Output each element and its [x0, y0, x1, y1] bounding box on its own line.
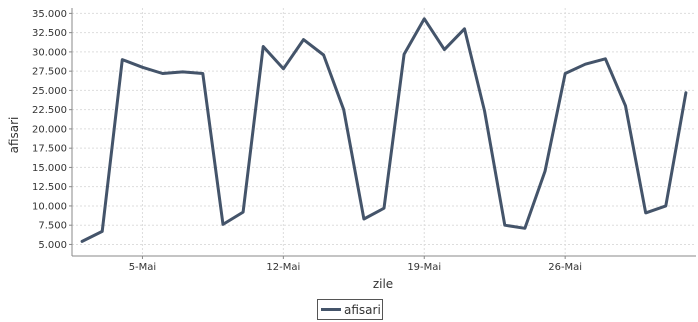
line-chart: 5.000 7.500 10.000 12.500 15.000 17.500 20.000…	[7, 8, 696, 291]
y-tick-label: 7.500	[38, 221, 67, 232]
x-tick-label: 12-Mai	[266, 262, 300, 273]
legend-label: afisari	[344, 302, 381, 317]
legend-swatch	[321, 308, 341, 311]
y-tick-label: 15.000	[32, 163, 67, 174]
x-tick-label: 19-Mai	[407, 262, 441, 273]
series-line-afisari	[80, 17, 688, 243]
y-tick-label: 22.500	[32, 105, 67, 116]
x-tick-label: 26-Mai	[548, 262, 582, 273]
legend: afisari	[317, 299, 383, 320]
tick-labels: 5.000 7.500 10.000 12.500 15.000 17.500 20.000…	[32, 9, 582, 273]
y-tick-label: 5.000	[38, 240, 67, 251]
y-tick-label: 17.500	[32, 144, 67, 155]
y-tick-label: 35.000	[32, 9, 67, 20]
axes	[69, 8, 696, 259]
y-tick-label: 27.500	[32, 67, 67, 78]
y-tick-label: 12.500	[32, 182, 67, 193]
y-axis-title: afisari	[7, 117, 21, 154]
series-layer	[80, 17, 688, 243]
grid-lines	[72, 8, 696, 256]
y-tick-label: 32.500	[32, 28, 67, 39]
y-tick-label: 20.000	[32, 124, 67, 135]
y-tick-label: 30.000	[32, 47, 67, 58]
y-tick-label: 25.000	[32, 86, 67, 97]
x-tick-label: 5-Mai	[129, 262, 157, 273]
y-tick-label: 10.000	[32, 201, 67, 212]
x-axis-title: zile	[373, 277, 393, 291]
